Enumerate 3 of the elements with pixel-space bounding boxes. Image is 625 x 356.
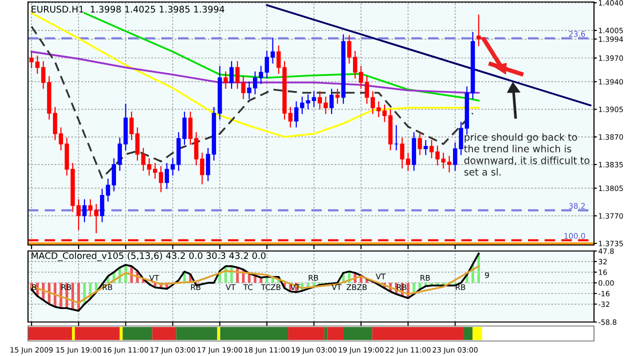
chart-title: MACD_Colored_v105 (5,13,6) 43.2 0.0 30.3 43.2 0.0: [32, 252, 266, 262]
chart-title: EURUSD.H1 1.3998 1.4025 1.3985 1.3994: [32, 6, 224, 13]
annotation: price should go back to the trend line which is downward, it is difficult to set a sl.: [464, 133, 590, 176]
